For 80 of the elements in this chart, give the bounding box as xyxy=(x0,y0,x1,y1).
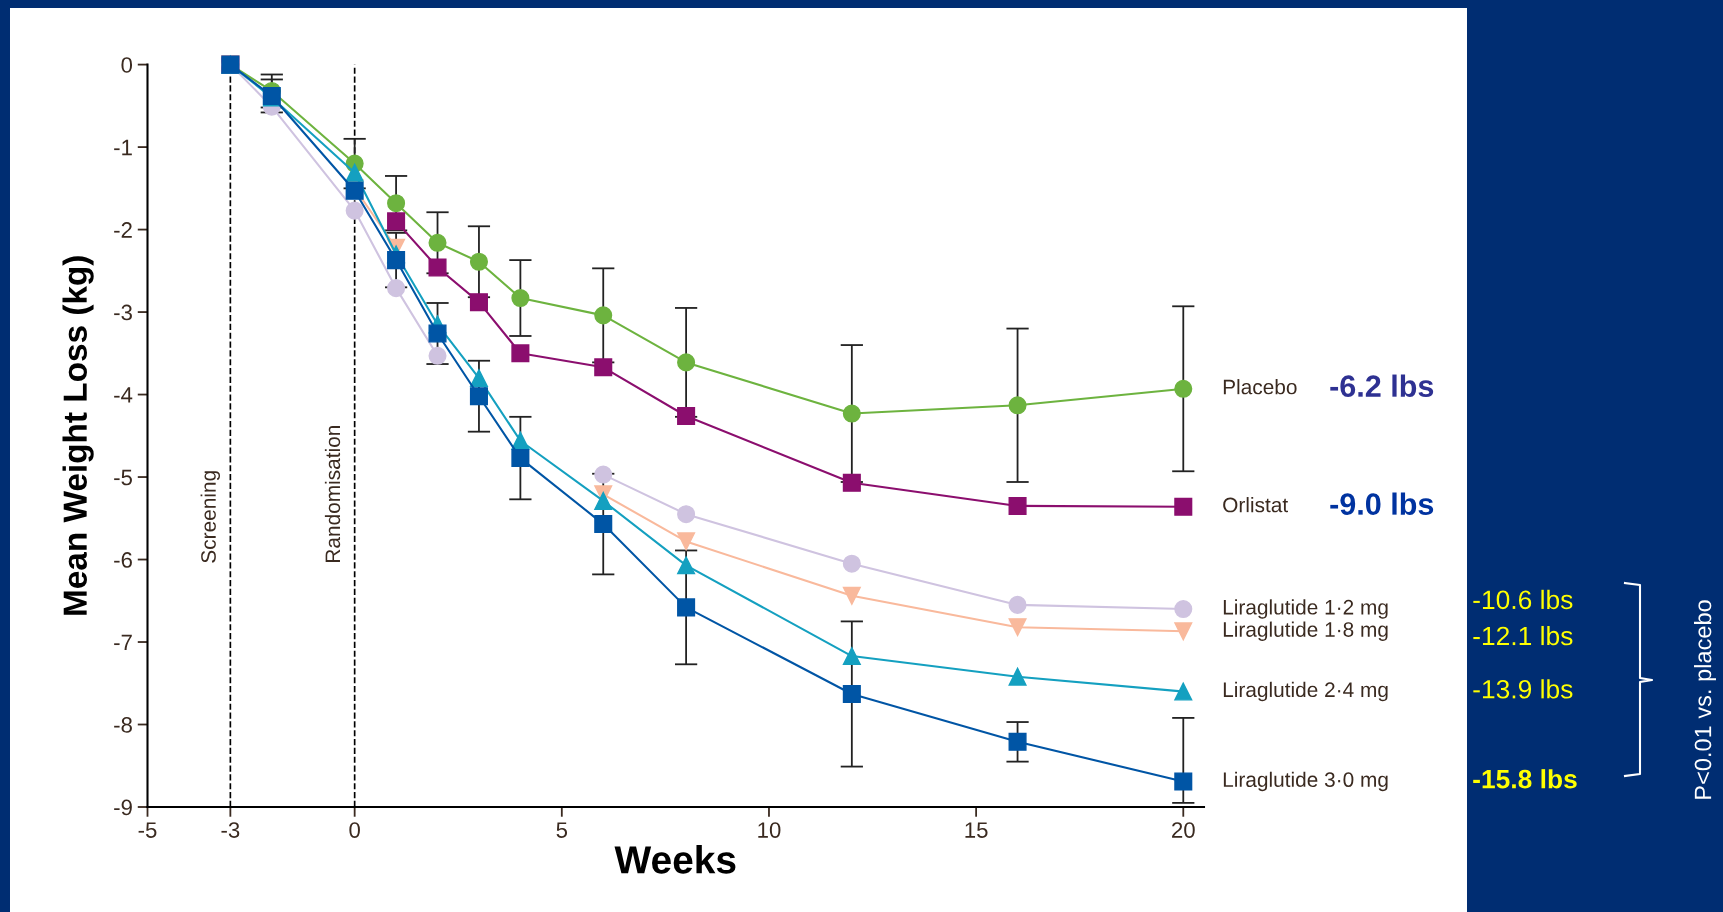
text: -15.8 lbs xyxy=(1473,769,1577,789)
y-tick-label: -6 xyxy=(114,552,132,568)
point xyxy=(1174,682,1193,701)
point xyxy=(1008,396,1027,415)
point xyxy=(387,212,406,231)
x-tick-label: 15 xyxy=(965,822,988,838)
point xyxy=(677,532,696,551)
point xyxy=(842,473,861,492)
point xyxy=(594,358,613,377)
point xyxy=(387,194,406,213)
point xyxy=(1008,595,1027,614)
series-label: Liraglutide 3·0 mg xyxy=(1223,771,1388,792)
text: -13.9 lbs xyxy=(1473,679,1573,699)
ref-line-label: Randomisation xyxy=(324,426,341,562)
y-tick-label: -4 xyxy=(114,387,133,403)
y-tick-label: -5 xyxy=(114,469,132,486)
point xyxy=(1008,667,1027,686)
point xyxy=(677,598,696,617)
x-tick-label: 5 xyxy=(556,822,568,838)
point xyxy=(511,449,530,468)
y-tick-label: -3 xyxy=(114,304,132,321)
text: -12.1 lbs xyxy=(1473,625,1573,646)
point xyxy=(345,163,364,182)
point xyxy=(469,387,488,406)
point xyxy=(842,554,861,573)
point xyxy=(345,201,364,220)
y-tick-label: -7 xyxy=(114,634,132,651)
text: -6.2 lbs xyxy=(1330,374,1434,397)
text: -9.0 lbs xyxy=(1330,492,1434,515)
point xyxy=(469,252,488,271)
point xyxy=(842,586,861,605)
point xyxy=(387,279,406,298)
series-label: Liraglutide 1·8 mg xyxy=(1223,621,1388,642)
point xyxy=(511,289,530,308)
point xyxy=(469,293,488,312)
point xyxy=(428,346,447,365)
point xyxy=(1174,599,1193,619)
x-tick-label: -3 xyxy=(221,822,240,838)
x-tick-label: 10 xyxy=(758,822,781,838)
point xyxy=(469,369,488,388)
point xyxy=(1008,496,1027,515)
point xyxy=(594,515,613,534)
ref-line-label: Screening xyxy=(200,471,220,563)
point xyxy=(1174,622,1193,641)
point xyxy=(428,233,447,252)
point xyxy=(677,406,696,426)
x-tick-label: 20 xyxy=(1172,822,1195,838)
series-label: Liraglutide 1·2 mg xyxy=(1223,599,1388,619)
y-tick-label: 0 xyxy=(121,57,133,73)
point xyxy=(1174,379,1193,398)
point xyxy=(1008,732,1027,751)
series-label: Placebo xyxy=(1223,379,1297,395)
y-tick-label: -1 xyxy=(114,139,132,156)
y-tick-label: -2 xyxy=(114,222,132,238)
x-tick-label: 0 xyxy=(349,822,360,838)
point xyxy=(428,324,447,343)
y-tick-label: -9 xyxy=(114,799,132,816)
x-axis-title: Weeks xyxy=(614,845,736,874)
point xyxy=(1174,497,1193,516)
point xyxy=(594,306,613,325)
point xyxy=(1174,772,1193,791)
point xyxy=(842,647,861,666)
text: -10.6 lbs xyxy=(1473,589,1573,610)
point xyxy=(387,251,406,270)
x-tick-label: -5 xyxy=(138,822,157,838)
y-axis-title: Mean Weight Loss (kg) xyxy=(62,256,94,615)
point xyxy=(1008,618,1027,637)
point xyxy=(842,404,861,423)
point xyxy=(677,353,696,372)
series-label: Liraglutide 2·4 mg xyxy=(1223,681,1388,702)
point xyxy=(594,465,613,484)
point xyxy=(428,258,447,277)
point xyxy=(842,684,861,704)
point xyxy=(677,505,696,524)
series-label: Orlistat xyxy=(1223,497,1288,513)
point xyxy=(594,491,613,510)
point xyxy=(677,556,696,575)
text: P<0.01 vs. placebo xyxy=(1693,600,1716,799)
point xyxy=(511,344,530,363)
y-tick-label: -8 xyxy=(114,717,132,733)
